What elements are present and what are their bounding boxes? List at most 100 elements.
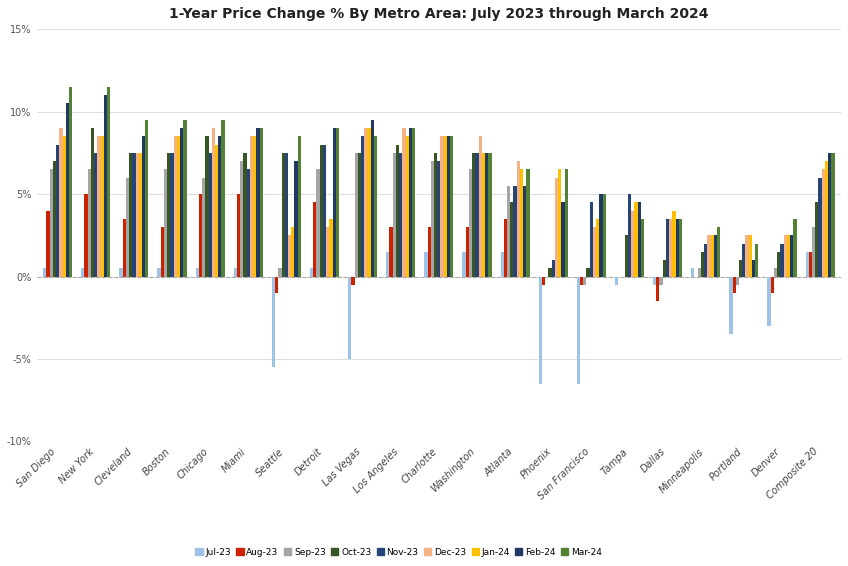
Bar bbox=[365, 128, 367, 277]
Bar bbox=[63, 136, 66, 277]
Bar bbox=[679, 219, 682, 277]
Bar bbox=[729, 277, 733, 335]
Bar bbox=[282, 153, 285, 277]
Bar bbox=[212, 128, 215, 277]
Bar bbox=[527, 169, 530, 277]
Bar bbox=[209, 153, 212, 277]
Bar bbox=[752, 260, 756, 277]
Bar bbox=[367, 128, 371, 277]
Bar bbox=[669, 219, 672, 277]
Bar bbox=[396, 144, 399, 277]
Bar bbox=[389, 227, 393, 277]
Bar bbox=[444, 136, 447, 277]
Bar bbox=[476, 153, 478, 277]
Bar bbox=[593, 227, 596, 277]
Bar bbox=[809, 252, 812, 277]
Bar bbox=[510, 202, 514, 277]
Bar bbox=[218, 136, 221, 277]
Bar bbox=[145, 120, 148, 277]
Bar bbox=[583, 277, 587, 285]
Bar bbox=[739, 260, 742, 277]
Bar bbox=[431, 161, 434, 277]
Bar bbox=[234, 268, 237, 277]
Bar bbox=[310, 268, 313, 277]
Bar bbox=[221, 120, 225, 277]
Bar bbox=[256, 128, 259, 277]
Bar bbox=[714, 235, 717, 277]
Bar bbox=[136, 153, 139, 277]
Bar bbox=[142, 136, 145, 277]
Bar bbox=[243, 153, 247, 277]
Bar bbox=[756, 243, 758, 277]
Bar bbox=[427, 227, 431, 277]
Bar bbox=[469, 169, 472, 277]
Bar bbox=[462, 252, 466, 277]
Bar bbox=[361, 136, 365, 277]
Bar bbox=[771, 277, 774, 293]
Bar bbox=[253, 136, 256, 277]
Bar bbox=[500, 252, 504, 277]
Bar bbox=[603, 194, 606, 277]
Bar bbox=[198, 194, 202, 277]
Bar bbox=[660, 277, 663, 285]
Bar bbox=[749, 235, 752, 277]
Bar bbox=[47, 211, 49, 277]
Bar bbox=[828, 153, 831, 277]
Bar bbox=[558, 169, 561, 277]
Bar bbox=[183, 120, 187, 277]
Bar bbox=[386, 252, 389, 277]
Title: 1-Year Price Change % By Metro Area: July 2023 through March 2024: 1-Year Price Change % By Metro Area: Jul… bbox=[169, 7, 709, 21]
Bar bbox=[237, 194, 240, 277]
Bar bbox=[164, 169, 167, 277]
Bar bbox=[666, 219, 669, 277]
Bar bbox=[98, 136, 101, 277]
Bar bbox=[53, 161, 56, 277]
Bar bbox=[774, 268, 777, 277]
Bar bbox=[600, 194, 603, 277]
Bar bbox=[202, 178, 205, 277]
Bar bbox=[577, 277, 580, 384]
Bar bbox=[323, 144, 326, 277]
Bar bbox=[450, 136, 454, 277]
Bar bbox=[247, 169, 250, 277]
Bar bbox=[514, 186, 516, 277]
Bar bbox=[542, 277, 545, 285]
Bar bbox=[170, 153, 174, 277]
Bar bbox=[215, 144, 218, 277]
Bar bbox=[466, 227, 469, 277]
Bar bbox=[767, 277, 771, 326]
Bar bbox=[787, 235, 790, 277]
Bar bbox=[250, 136, 253, 277]
Bar bbox=[698, 268, 700, 277]
Bar bbox=[393, 153, 396, 277]
Bar bbox=[742, 243, 745, 277]
Bar bbox=[158, 268, 160, 277]
Bar bbox=[596, 219, 600, 277]
Bar bbox=[320, 144, 323, 277]
Bar bbox=[638, 202, 641, 277]
Bar bbox=[424, 252, 427, 277]
Bar bbox=[177, 136, 180, 277]
Bar bbox=[507, 186, 510, 277]
Bar bbox=[107, 87, 110, 277]
Bar bbox=[120, 268, 123, 277]
Bar bbox=[831, 153, 834, 277]
Bar bbox=[777, 252, 780, 277]
Bar bbox=[326, 227, 329, 277]
Bar bbox=[615, 277, 618, 285]
Bar bbox=[812, 227, 815, 277]
Bar bbox=[780, 243, 784, 277]
Bar bbox=[628, 194, 631, 277]
Bar bbox=[631, 211, 634, 277]
Bar bbox=[126, 178, 129, 277]
Bar bbox=[447, 136, 450, 277]
Bar bbox=[371, 120, 374, 277]
Bar bbox=[717, 227, 720, 277]
Bar bbox=[825, 161, 828, 277]
Bar bbox=[358, 153, 361, 277]
Bar bbox=[516, 161, 520, 277]
Bar bbox=[745, 235, 749, 277]
Bar bbox=[69, 87, 72, 277]
Bar bbox=[275, 277, 278, 293]
Bar bbox=[351, 277, 354, 285]
